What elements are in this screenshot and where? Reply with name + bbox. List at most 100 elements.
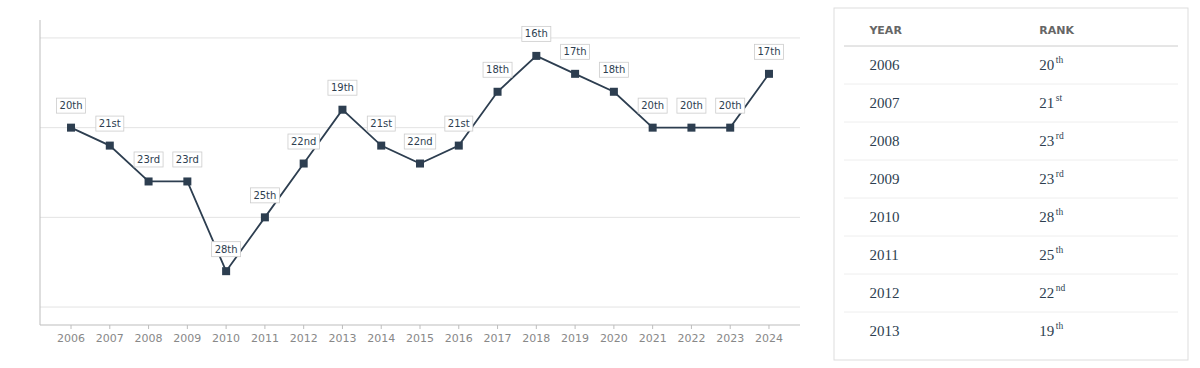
data-label: 28th <box>215 244 238 255</box>
data-label: 20th <box>719 100 742 111</box>
data-label-box <box>250 188 279 203</box>
x-tick <box>187 325 188 329</box>
data-label-box <box>677 98 706 113</box>
data-label-box <box>212 242 241 257</box>
table-rank: 22 <box>1039 285 1054 301</box>
marker <box>455 142 463 150</box>
row-separator <box>844 274 1178 275</box>
x-tick-label: 2012 <box>290 332 318 345</box>
x-tick <box>768 325 769 329</box>
x-tick <box>420 325 421 329</box>
x-tick-label: 2008 <box>135 332 163 345</box>
table-suffix: th <box>1056 55 1064 65</box>
data-label-box <box>57 98 86 113</box>
data-label: 22nd <box>291 136 316 147</box>
header-separator <box>844 46 1178 47</box>
x-tick-label: 2009 <box>173 332 201 345</box>
marker <box>183 177 191 185</box>
marker <box>765 70 773 78</box>
marker <box>416 160 424 168</box>
x-tick-label: 2024 <box>755 332 783 345</box>
data-label-box <box>561 44 590 59</box>
table-year: 2013 <box>869 323 899 339</box>
data-label: 23rd <box>176 154 199 165</box>
x-tick <box>691 325 692 329</box>
x-tick-label: 2010 <box>212 332 240 345</box>
data-label: 21st <box>370 118 392 129</box>
data-label: 23rd <box>137 154 160 165</box>
table-suffix: th <box>1056 207 1064 217</box>
marker <box>649 124 657 132</box>
x-tick-label: 2007 <box>96 332 124 345</box>
table: YEARRANK200620th200721st200823rd200923rd… <box>834 8 1188 360</box>
table-year: 2010 <box>869 209 899 225</box>
marker <box>494 88 502 96</box>
x-tick-label: 2006 <box>57 332 85 345</box>
data-label: 18th <box>486 64 509 75</box>
table-rank: 21 <box>1039 95 1054 111</box>
x-tick <box>575 325 576 329</box>
x-tick <box>342 325 343 329</box>
x-tick <box>148 325 149 329</box>
table-year: 2011 <box>869 247 898 263</box>
data-label-box <box>367 116 395 131</box>
table-year: 2008 <box>869 133 899 149</box>
x-tick-label: 2019 <box>561 332 589 345</box>
x-tick <box>226 325 227 329</box>
x-tick <box>458 325 459 329</box>
data-label-box <box>638 98 667 113</box>
marker <box>377 142 385 150</box>
marker <box>67 124 75 132</box>
data-label: 21st <box>448 118 470 129</box>
table-rank: 23 <box>1039 171 1054 187</box>
x-tick-label: 2017 <box>484 332 512 345</box>
x-tick-label: 2011 <box>251 332 279 345</box>
data-label-box <box>483 62 512 77</box>
row-separator <box>844 236 1178 237</box>
x-tick <box>109 325 110 329</box>
grid <box>40 38 800 307</box>
data-label-box <box>599 62 628 77</box>
x-tick-label: 2014 <box>367 332 395 345</box>
marker <box>571 70 579 78</box>
x-tick <box>652 325 653 329</box>
row-separator <box>844 84 1178 85</box>
grid-line <box>40 37 800 38</box>
marker <box>261 213 269 221</box>
table-suffix: nd <box>1056 283 1066 293</box>
table-year: 2007 <box>869 95 900 111</box>
y-axis-line <box>40 20 41 325</box>
x-tick-label: 2022 <box>677 332 705 345</box>
x-tick-label: 2015 <box>406 332 434 345</box>
data-label: 19th <box>331 82 354 93</box>
marker <box>106 142 114 150</box>
x-tick-label: 2013 <box>328 332 356 345</box>
grid-line <box>40 307 800 308</box>
data-label-box <box>134 152 163 167</box>
data-label: 20th <box>641 100 664 111</box>
table-rank: 25 <box>1039 247 1054 263</box>
marker <box>300 160 308 168</box>
data-label-box <box>173 152 202 167</box>
x-tick-label: 2021 <box>639 332 667 345</box>
x-tick-label: 2020 <box>600 332 628 345</box>
x-tick <box>613 325 614 329</box>
marker <box>222 267 230 275</box>
table-rank: 20 <box>1039 57 1054 73</box>
data-label: 16th <box>525 28 548 39</box>
table-rank: 23 <box>1039 133 1054 149</box>
x-tick <box>730 325 731 329</box>
table-suffix: st <box>1056 93 1063 103</box>
table-suffix: rd <box>1056 169 1064 179</box>
row-separator <box>844 160 1178 161</box>
table-rank: 19 <box>1039 323 1054 339</box>
data-label: 21st <box>99 118 121 129</box>
data-label-box <box>288 134 319 149</box>
table-border <box>834 8 1188 360</box>
x-tick <box>264 325 265 329</box>
data-label-box <box>445 116 473 131</box>
table-year: 2009 <box>869 171 899 187</box>
data-label-box <box>404 134 435 149</box>
data-label-box <box>754 44 783 59</box>
data-label-box <box>716 98 745 113</box>
